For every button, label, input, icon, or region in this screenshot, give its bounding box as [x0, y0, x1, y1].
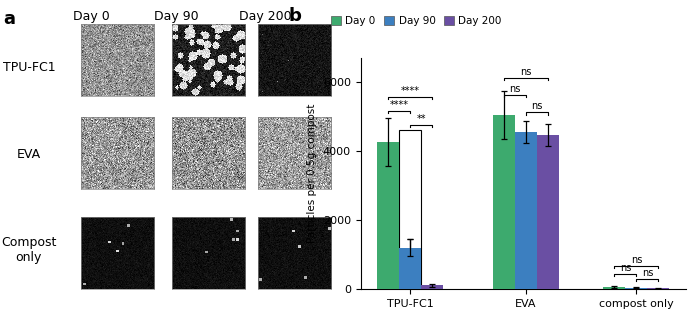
Text: **: ** [416, 114, 426, 124]
Text: ns: ns [520, 67, 532, 77]
Text: ****: **** [390, 100, 409, 109]
Bar [625, 288, 648, 289]
Text: ****: **** [400, 86, 420, 96]
Bar [399, 247, 421, 289]
Text: ns: ns [510, 84, 521, 94]
Text: ns: ns [620, 263, 631, 273]
Bar [537, 135, 559, 289]
Bar [648, 288, 669, 289]
Text: a: a [3, 10, 15, 28]
Text: ns: ns [642, 268, 653, 278]
Y-axis label: Particles per 0.5g compost: Particles per 0.5g compost [307, 104, 317, 243]
Bar [515, 132, 537, 289]
Text: ns: ns [531, 101, 542, 111]
Text: ns: ns [631, 255, 642, 265]
Text: Compost
only: Compost only [1, 236, 57, 265]
Text: TPU-FC1: TPU-FC1 [3, 61, 55, 74]
Text: Day 90: Day 90 [154, 10, 199, 22]
Bar [399, 130, 421, 289]
Text: b: b [289, 7, 302, 25]
Text: EVA: EVA [17, 148, 41, 160]
Text: Day 200: Day 200 [239, 10, 291, 22]
Bar [421, 285, 443, 289]
Bar [377, 142, 399, 289]
Legend: Day 0, Day 90, Day 200: Day 0, Day 90, Day 200 [327, 12, 506, 30]
Bar [603, 287, 625, 289]
Bar [399, 247, 421, 289]
Text: Day 0: Day 0 [73, 10, 110, 22]
Bar [493, 115, 515, 289]
